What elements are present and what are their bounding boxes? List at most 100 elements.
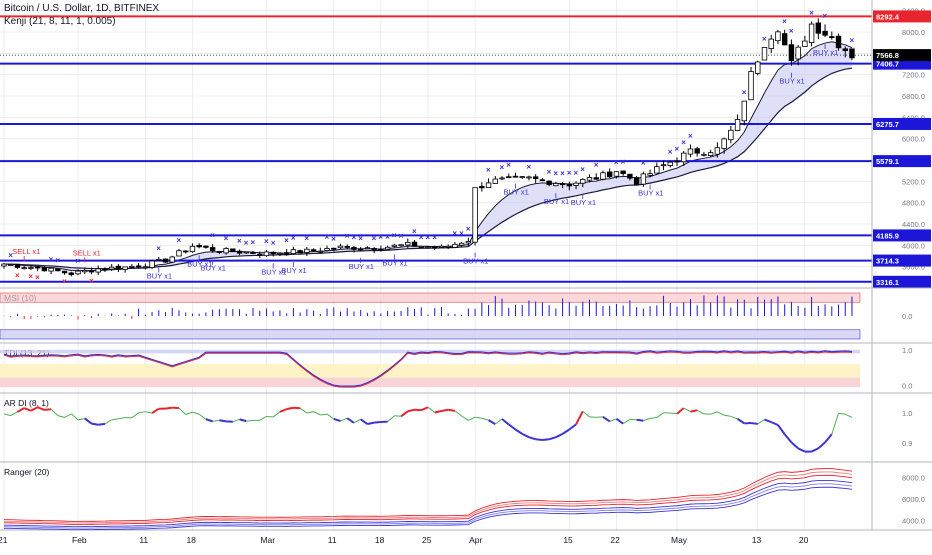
candle-body bbox=[614, 172, 619, 177]
candle-body bbox=[466, 241, 471, 242]
candle-body bbox=[776, 32, 781, 41]
ardi-segment bbox=[839, 413, 846, 414]
x-tick-label: 13 bbox=[752, 535, 762, 545]
signal-marker: × bbox=[560, 169, 565, 178]
candle-body bbox=[278, 253, 283, 254]
candle-body bbox=[520, 177, 525, 178]
candle-body bbox=[123, 267, 128, 269]
ardi-segment bbox=[758, 420, 765, 424]
buy-signal-label: BUY x1 bbox=[638, 188, 663, 197]
candle-body bbox=[163, 259, 168, 262]
ardi-segment bbox=[522, 434, 529, 437]
candle-body bbox=[210, 248, 215, 251]
tdi-lower-zone bbox=[0, 378, 860, 388]
candle-body bbox=[641, 174, 646, 184]
ardi-segment bbox=[475, 417, 482, 418]
ardi-segment bbox=[327, 414, 334, 419]
candle-body bbox=[755, 62, 760, 73]
level-label: 3316.1 bbox=[876, 278, 899, 287]
indicator-y-tick-label: 8000.0 bbox=[902, 474, 925, 483]
candle-body bbox=[42, 268, 47, 271]
candle-body bbox=[318, 251, 323, 252]
ardi-segment bbox=[152, 409, 159, 413]
candle-body bbox=[547, 181, 552, 185]
buy-signal-label: BUY x1 bbox=[571, 198, 596, 207]
ardi-segment bbox=[280, 409, 287, 412]
buy-signal-label: BUY x1 bbox=[382, 258, 407, 267]
ardi-segment bbox=[166, 408, 173, 409]
candle-body bbox=[594, 178, 599, 180]
signal-marker: × bbox=[526, 163, 531, 172]
ardi-segment bbox=[320, 414, 327, 415]
candle-body bbox=[143, 267, 148, 268]
candle-body bbox=[264, 252, 269, 256]
candle-body bbox=[675, 161, 680, 162]
signal-marker: × bbox=[28, 272, 33, 281]
signal-marker: × bbox=[76, 256, 81, 265]
ardi-segment bbox=[785, 434, 792, 442]
candle-body bbox=[554, 183, 559, 185]
last-price-label: 7566.8 bbox=[876, 51, 899, 60]
x-tick-label: 11 bbox=[328, 535, 337, 545]
ardi-segment bbox=[206, 419, 213, 421]
signal-marker: × bbox=[412, 227, 417, 236]
candle-body bbox=[49, 268, 54, 271]
candle-body bbox=[183, 251, 188, 252]
buy-signal-label: BUY x1 bbox=[349, 262, 374, 271]
x-tick-label: 22 bbox=[610, 535, 620, 545]
candle-body bbox=[170, 257, 175, 262]
signal-marker: × bbox=[224, 234, 229, 243]
candle-body bbox=[56, 269, 61, 271]
candle-body bbox=[305, 249, 310, 252]
signal-marker: × bbox=[244, 239, 249, 248]
level-label: 3714.3 bbox=[876, 257, 899, 266]
candle-body bbox=[385, 247, 390, 249]
candle-body bbox=[150, 261, 155, 268]
ardi-segment bbox=[51, 409, 58, 415]
candle-body bbox=[22, 268, 27, 269]
signal-marker: × bbox=[55, 256, 60, 265]
signal-marker: × bbox=[284, 236, 289, 245]
candle-body bbox=[742, 101, 747, 121]
level-label: 6275.7 bbox=[876, 120, 899, 129]
candle-body bbox=[533, 177, 538, 179]
candle-body bbox=[109, 267, 114, 269]
signal-marker: × bbox=[547, 167, 552, 176]
candle-body bbox=[271, 252, 276, 253]
indicator-title: Kenji (21, 8, 11, 1, 0.005) bbox=[4, 16, 116, 27]
buy-signal-label: BUY x1 bbox=[281, 266, 306, 275]
candle-body bbox=[29, 267, 34, 268]
ardi-segment bbox=[791, 442, 798, 448]
ardi-segment bbox=[596, 417, 603, 418]
signal-marker: × bbox=[419, 233, 424, 242]
candle-body bbox=[15, 264, 20, 267]
candle-body bbox=[237, 251, 242, 253]
tdi-mid-zone bbox=[0, 364, 860, 378]
indicator-pane-title: Ranger (20) bbox=[4, 467, 50, 477]
candle-body bbox=[352, 247, 357, 249]
price-y-tick-label: 5200.0 bbox=[902, 177, 925, 186]
candle-body bbox=[177, 251, 182, 256]
ardi-segment bbox=[192, 412, 199, 414]
ardi-segment bbox=[684, 408, 691, 411]
ardi-segment bbox=[697, 410, 704, 414]
signal-marker: × bbox=[594, 160, 599, 169]
candle-body bbox=[500, 178, 505, 179]
candle-body bbox=[567, 184, 572, 186]
ardi-segment bbox=[132, 413, 139, 418]
candle-body bbox=[749, 71, 754, 99]
signal-marker: × bbox=[62, 277, 67, 286]
indicator-pane-title: AR DI (8, 1) bbox=[4, 398, 49, 408]
candle-body bbox=[843, 49, 848, 51]
buy-signal-label: BUY x1 bbox=[201, 264, 226, 273]
ardi-segment bbox=[367, 423, 374, 424]
signal-marker: × bbox=[372, 234, 377, 243]
signal-marker: × bbox=[459, 229, 464, 238]
ardi-segment bbox=[287, 408, 294, 409]
signal-marker: × bbox=[486, 165, 491, 174]
ardi-segment bbox=[401, 411, 408, 416]
ardi-segment bbox=[112, 419, 119, 420]
ardi-segment bbox=[670, 413, 677, 414]
candle-body bbox=[89, 270, 94, 272]
